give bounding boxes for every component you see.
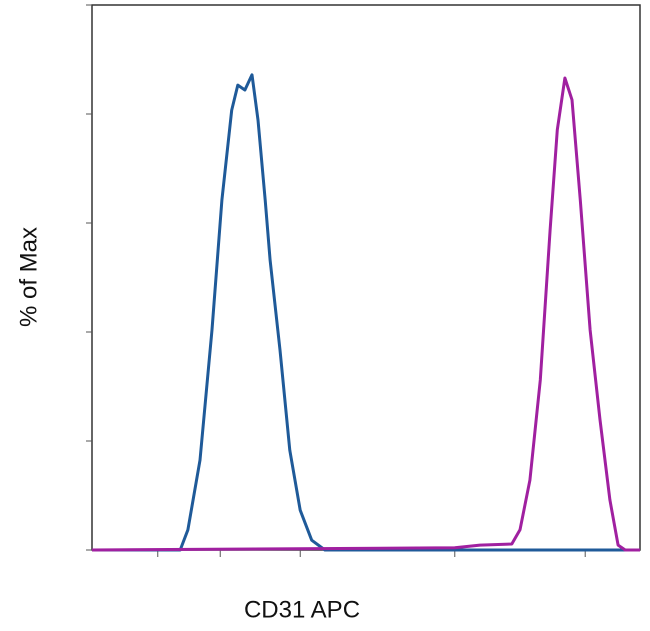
x-axis-label: CD31 APC [244,596,360,623]
histogram-line [91,76,640,552]
y-axis-label: % of Max [15,227,42,327]
histogram-line [92,73,640,552]
plot-frame [91,4,641,551]
